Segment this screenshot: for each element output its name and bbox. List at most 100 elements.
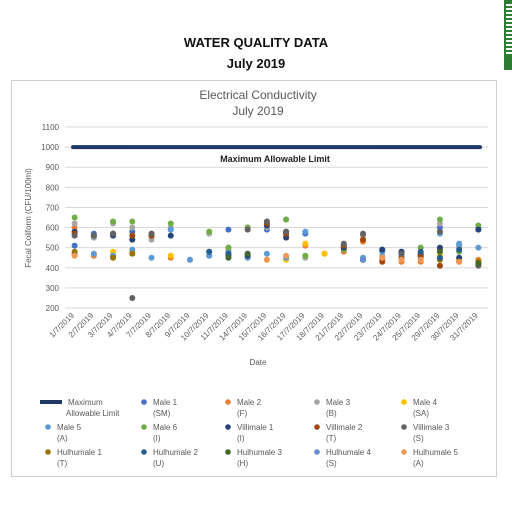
- y-tick-label: 500: [46, 244, 60, 253]
- data-point: [148, 254, 155, 261]
- legend-swatch: [141, 449, 147, 455]
- limit-line-group: Maximum Allowable Limit: [71, 145, 482, 164]
- legend-label: Male 6: [153, 423, 178, 432]
- data-point: [263, 250, 270, 257]
- data-point: [71, 252, 78, 259]
- data-point: [417, 248, 424, 255]
- legend-label: (U): [153, 459, 164, 468]
- y-tick-label: 200: [46, 304, 60, 313]
- chart-subtitle: July 2019: [232, 104, 284, 118]
- data-point: [167, 226, 174, 233]
- legend-label: (H): [237, 459, 248, 468]
- data-point: [225, 254, 232, 261]
- y-tick-label: 600: [46, 224, 60, 233]
- legend-label: Hulhumale 5: [413, 448, 458, 457]
- x-axis-label: Date: [250, 358, 267, 367]
- data-point: [475, 226, 482, 233]
- legend-swatch: [141, 399, 147, 405]
- legend-label: Hulhumale 4: [326, 448, 371, 457]
- data-point: [398, 250, 405, 257]
- legend-label: Male 3: [326, 398, 351, 407]
- legend-label: Villimale 3: [413, 423, 450, 432]
- y-tick-label: 700: [46, 203, 60, 212]
- data-point: [244, 250, 251, 257]
- legend-swatch: [45, 449, 51, 455]
- legend-swatch: [225, 424, 231, 430]
- document-subtitle: July 2019: [226, 56, 286, 71]
- legend-swatch: [314, 424, 320, 430]
- limit-annotation: Maximum Allowable Limit: [220, 154, 330, 164]
- data-point: [379, 246, 386, 253]
- data-point: [71, 242, 78, 249]
- data-point: [129, 232, 136, 239]
- data-point: [263, 256, 270, 263]
- y-tick-label: 300: [46, 284, 60, 293]
- y-axis-label: Fecal Coliform (CFU/100ml): [24, 168, 33, 268]
- legend-label: (S): [413, 434, 424, 443]
- legend-label: Allowable Limit: [66, 409, 120, 418]
- data-point: [436, 254, 443, 261]
- legend-label: Hulhumale 3: [237, 448, 282, 457]
- y-tick-label: 1100: [42, 123, 60, 132]
- legend-label: (T): [326, 434, 337, 443]
- data-point: [167, 232, 174, 239]
- legend-label: Male 4: [413, 398, 438, 407]
- chart-title: Electrical Conductivity: [199, 88, 316, 102]
- data-point: [283, 216, 290, 223]
- data-points: [71, 214, 482, 301]
- legend-swatch: [225, 399, 231, 405]
- legend-label: (B): [326, 409, 337, 418]
- data-point: [436, 216, 443, 223]
- legend-swatch: [401, 424, 407, 430]
- data-point: [302, 252, 309, 259]
- data-point: [110, 218, 117, 225]
- data-point: [225, 244, 232, 251]
- legend-label: (SM): [153, 409, 171, 418]
- legend-label: (SA): [413, 409, 429, 418]
- data-point: [90, 250, 97, 257]
- chart-panel: [11, 80, 497, 477]
- data-point: [263, 218, 270, 225]
- legend-label: Hulhumale 2: [153, 448, 198, 457]
- data-point: [206, 228, 213, 235]
- data-point: [436, 228, 443, 235]
- data-point: [244, 226, 251, 233]
- data-point: [475, 244, 482, 251]
- chart-legend: Maximum Allowable Limit Male 1 (SM) Male 2 (F…: [40, 398, 458, 468]
- data-point: [321, 250, 328, 257]
- legend-label: (A): [413, 459, 424, 468]
- data-point: [129, 250, 136, 257]
- data-point: [225, 226, 232, 233]
- data-point: [302, 228, 309, 235]
- data-point: [417, 256, 424, 263]
- data-point: [206, 248, 213, 255]
- data-point: [475, 260, 482, 267]
- legend-label: Male 5: [57, 423, 82, 432]
- data-point: [110, 254, 117, 261]
- data-point: [110, 230, 117, 237]
- document-title: WATER QUALITY DATA: [183, 35, 329, 50]
- legend-label: (I): [153, 434, 161, 443]
- data-point: [360, 236, 367, 243]
- data-point: [71, 214, 78, 221]
- data-point: [283, 252, 290, 259]
- legend-label: (F): [237, 409, 248, 418]
- data-point: [456, 258, 463, 265]
- y-tick-label: 800: [46, 183, 60, 192]
- data-point: [360, 256, 367, 263]
- legend-label: Male 2: [237, 398, 262, 407]
- x-axis-ticks: 1/7/20192/7/20193/7/20194/7/20197/7/2019…: [48, 311, 481, 343]
- data-point: [456, 240, 463, 247]
- data-point: [360, 230, 367, 237]
- legend-label: Villimale 2: [326, 423, 363, 432]
- data-point: [167, 252, 174, 259]
- legend-swatch: [401, 449, 407, 455]
- data-point: [379, 254, 386, 261]
- data-point: [436, 248, 443, 255]
- legend-swatch: [225, 449, 231, 455]
- legend-swatch: [45, 424, 51, 430]
- data-point: [456, 246, 463, 253]
- y-tick-label: 900: [46, 163, 60, 172]
- legend-label: Villimale 1: [237, 423, 274, 432]
